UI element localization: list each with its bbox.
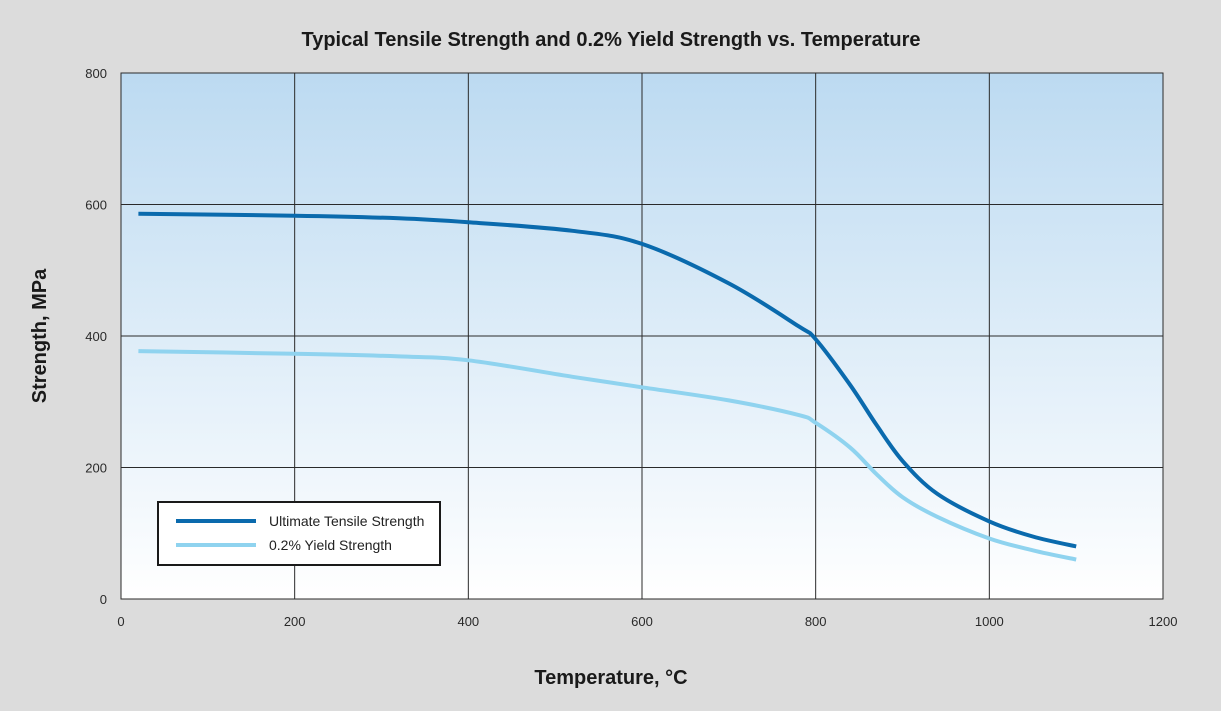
x-tick-label: 600 bbox=[631, 614, 653, 629]
y-tick-label: 600 bbox=[85, 198, 107, 213]
x-tick-label: 0 bbox=[117, 614, 124, 629]
legend: Ultimate Tensile Strength 0.2% Yield Str… bbox=[157, 501, 441, 566]
x-tick-label: 200 bbox=[284, 614, 306, 629]
x-tick-label: 1200 bbox=[1149, 614, 1178, 629]
x-tick-label: 1000 bbox=[975, 614, 1004, 629]
series-line-ultimate-tensile-strength bbox=[138, 211, 1077, 549]
tick-layer: 0 200 400 600 800 1000 1200 0 200 400 600 800 bbox=[85, 66, 1177, 629]
y-tick-label: 800 bbox=[85, 66, 107, 81]
legend-label-ultimate-tensile-strength: Ultimate Tensile Strength bbox=[269, 513, 424, 529]
chart-title: Typical Tensile Strength and 0.2% Yield … bbox=[301, 29, 920, 51]
x-tick-label: 400 bbox=[457, 614, 479, 629]
legend-box bbox=[157, 501, 441, 566]
y-axis-title: Strength, MPa bbox=[29, 268, 51, 403]
plot-border bbox=[120, 72, 1164, 600]
y-tick-label: 0 bbox=[100, 592, 107, 607]
x-tick-label: 800 bbox=[805, 614, 827, 629]
series-line-yield-strength bbox=[138, 349, 1077, 562]
series-layer bbox=[138, 211, 1077, 562]
y-tick-label: 200 bbox=[85, 461, 107, 476]
x-axis-title: Temperature, °C bbox=[534, 667, 687, 689]
y-tick-label: 400 bbox=[85, 329, 107, 344]
legend-label-yield-strength: 0.2% Yield Strength bbox=[269, 537, 392, 553]
